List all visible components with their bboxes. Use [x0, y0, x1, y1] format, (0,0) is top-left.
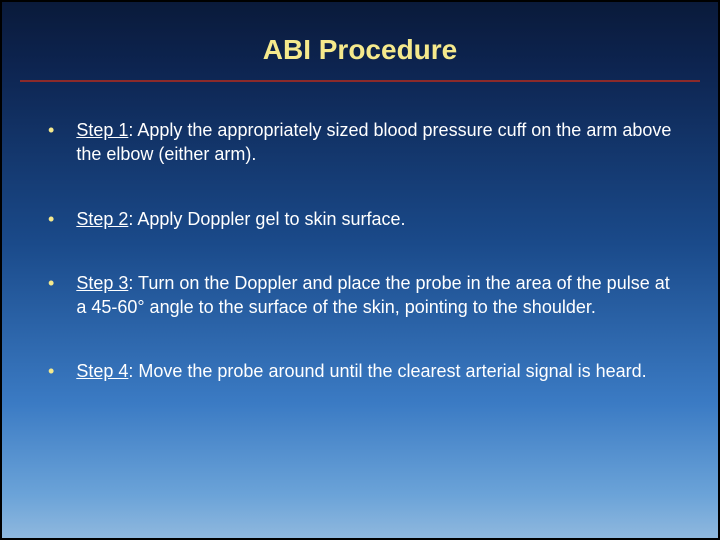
bullet-icon: •: [48, 118, 54, 142]
step-text: Step 1: Apply the appropriately sized bl…: [76, 118, 678, 167]
list-item: • Step 4: Move the probe around until th…: [48, 359, 678, 383]
list-item: • Step 1: Apply the appropriately sized …: [48, 118, 678, 167]
slide: ABI Procedure • Step 1: Apply the approp…: [0, 0, 720, 540]
slide-content: • Step 1: Apply the appropriately sized …: [2, 82, 718, 384]
step-body: : Apply Doppler gel to skin surface.: [128, 209, 405, 229]
slide-title: ABI Procedure: [2, 2, 718, 80]
step-label: Step 1: [76, 120, 128, 140]
step-body: : Move the probe around until the cleare…: [128, 361, 646, 381]
step-label: Step 3: [76, 273, 128, 293]
list-item: • Step 2: Apply Doppler gel to skin surf…: [48, 207, 678, 231]
bullet-icon: •: [48, 207, 54, 231]
bullet-icon: •: [48, 271, 54, 295]
step-text: Step 3: Turn on the Doppler and place th…: [76, 271, 678, 320]
step-body: : Turn on the Doppler and place the prob…: [76, 273, 669, 317]
step-label: Step 2: [76, 209, 128, 229]
step-text: Step 4: Move the probe around until the …: [76, 359, 678, 383]
step-body: : Apply the appropriately sized blood pr…: [76, 120, 671, 164]
step-label: Step 4: [76, 361, 128, 381]
list-item: • Step 3: Turn on the Doppler and place …: [48, 271, 678, 320]
step-text: Step 2: Apply Doppler gel to skin surfac…: [76, 207, 678, 231]
bullet-icon: •: [48, 359, 54, 383]
